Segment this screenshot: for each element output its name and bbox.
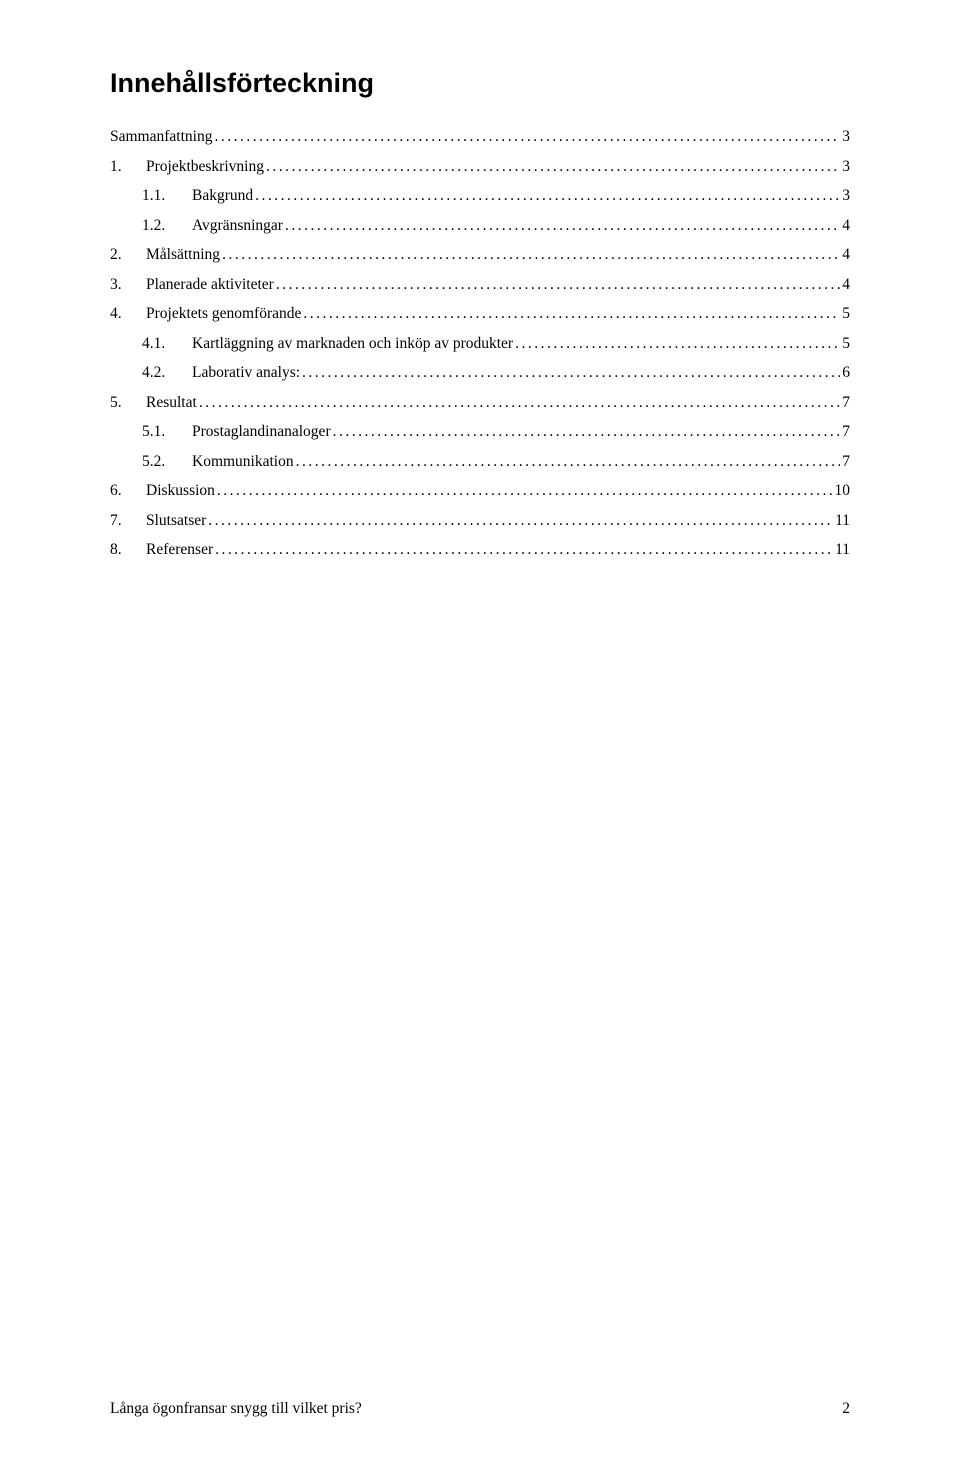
toc-entry-label: Referenser xyxy=(146,542,213,558)
toc-entry-page: 4 xyxy=(840,247,850,263)
toc-row: 5.1.Prostaglandinanaloger...............… xyxy=(110,424,850,440)
toc-entry-label: Resultat xyxy=(146,395,197,411)
toc-leader-dots: ........................................… xyxy=(253,188,840,204)
toc-row: 5.Resultat..............................… xyxy=(110,395,850,411)
toc-entry-page: 3 xyxy=(840,188,850,204)
toc-entry-number: 3. xyxy=(110,277,146,293)
toc-row: 4.Projektets genomförande...............… xyxy=(110,306,850,322)
toc-leader-dots: ........................................… xyxy=(213,542,833,558)
page-footer: Långa ögonfransar snygg till vilket pris… xyxy=(110,1400,850,1418)
footer-left: Långa ögonfransar snygg till vilket pris… xyxy=(110,1400,362,1418)
toc-entry-number: 4.1. xyxy=(142,336,192,352)
toc-row: 1.2.Avgränsningar.......................… xyxy=(110,218,850,234)
toc-entry-label: Kommunikation xyxy=(192,454,294,470)
toc-leader-dots: ........................................… xyxy=(215,483,833,499)
toc-entry-number: 1. xyxy=(110,159,146,175)
toc-entry-page: 3 xyxy=(840,159,850,175)
toc-entry-number: 4.2. xyxy=(142,365,192,381)
toc-entry-label: Prostaglandinanaloger xyxy=(192,424,331,440)
toc-entry-number: 5. xyxy=(110,395,146,411)
toc-leader-dots: ........................................… xyxy=(283,218,840,234)
toc-row: Sammanfattning..........................… xyxy=(110,129,850,145)
toc-leader-dots: ........................................… xyxy=(274,277,840,293)
toc-leader-dots: ........................................… xyxy=(513,336,840,352)
toc-leader-dots: ........................................… xyxy=(301,306,840,322)
toc-entry-label: Sammanfattning xyxy=(110,129,212,145)
toc-row: 4.2.Laborativ analys:...................… xyxy=(110,365,850,381)
toc-entry-number: 8. xyxy=(110,542,146,558)
toc-row: 3.Planerade aktiviteter.................… xyxy=(110,277,850,293)
toc-leader-dots: ........................................… xyxy=(264,159,840,175)
toc-entry-page: 7 xyxy=(840,424,850,440)
toc-entry-label: Bakgrund xyxy=(192,188,253,204)
toc-list: Sammanfattning..........................… xyxy=(110,129,850,558)
page: Innehållsförteckning Sammanfattning.....… xyxy=(0,0,960,1463)
toc-row: 7.Slutsatser............................… xyxy=(110,513,850,529)
toc-leader-dots: ........................................… xyxy=(220,247,840,263)
toc-entry-page: 7 xyxy=(840,454,850,470)
toc-entry-page: 5 xyxy=(840,336,850,352)
toc-entry-page: 11 xyxy=(833,542,850,558)
toc-row: 5.2.Kommunikation.......................… xyxy=(110,454,850,470)
toc-entry-page: 10 xyxy=(833,483,851,499)
toc-entry-number: 5.2. xyxy=(142,454,192,470)
toc-entry-label: Kartläggning av marknaden och inköp av p… xyxy=(192,336,513,352)
toc-row: 1.1.Bakgrund............................… xyxy=(110,188,850,204)
toc-entry-number: 1.2. xyxy=(142,218,192,234)
toc-leader-dots: ........................................… xyxy=(212,129,840,145)
toc-entry-label: Slutsatser xyxy=(146,513,206,529)
toc-entry-label: Diskussion xyxy=(146,483,215,499)
toc-entry-number: 1.1. xyxy=(142,188,192,204)
footer-page-number: 2 xyxy=(842,1400,850,1418)
toc-heading: Innehållsförteckning xyxy=(110,68,850,99)
toc-row: 4.1.Kartläggning av marknaden och inköp … xyxy=(110,336,850,352)
toc-entry-label: Projektets genomförande xyxy=(146,306,301,322)
toc-entry-label: Planerade aktiviteter xyxy=(146,277,274,293)
toc-entry-number: 2. xyxy=(110,247,146,263)
toc-entry-number: 5.1. xyxy=(142,424,192,440)
toc-entry-page: 11 xyxy=(833,513,850,529)
toc-row: 1.Projektbeskrivning....................… xyxy=(110,159,850,175)
toc-entry-label: Målsättning xyxy=(146,247,220,263)
toc-entry-label: Projektbeskrivning xyxy=(146,159,264,175)
toc-leader-dots: ........................................… xyxy=(197,395,840,411)
toc-entry-page: 7 xyxy=(840,395,850,411)
toc-entry-number: 6. xyxy=(110,483,146,499)
toc-entry-label: Avgränsningar xyxy=(192,218,283,234)
toc-row: 6.Diskussion............................… xyxy=(110,483,850,499)
toc-entry-page: 4 xyxy=(840,218,850,234)
toc-row: 8.Referenser............................… xyxy=(110,542,850,558)
toc-leader-dots: ........................................… xyxy=(331,424,841,440)
toc-entry-page: 5 xyxy=(840,306,850,322)
toc-leader-dots: ........................................… xyxy=(294,454,841,470)
toc-entry-page: 6 xyxy=(840,365,850,381)
toc-leader-dots: ........................................… xyxy=(206,513,833,529)
toc-leader-dots: ........................................… xyxy=(300,365,840,381)
toc-row: 2.Målsättning...........................… xyxy=(110,247,850,263)
toc-entry-number: 4. xyxy=(110,306,146,322)
toc-entry-page: 4 xyxy=(840,277,850,293)
toc-entry-label: Laborativ analys: xyxy=(192,365,300,381)
toc-entry-number: 7. xyxy=(110,513,146,529)
toc-entry-page: 3 xyxy=(840,129,850,145)
